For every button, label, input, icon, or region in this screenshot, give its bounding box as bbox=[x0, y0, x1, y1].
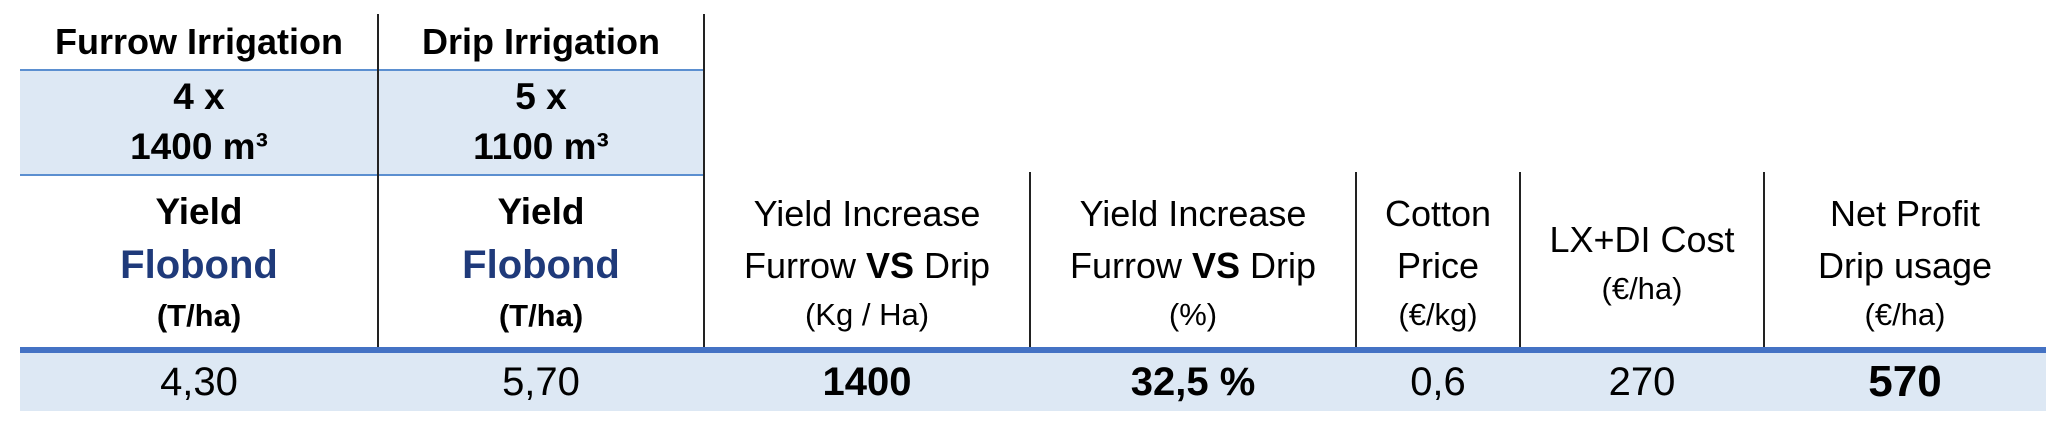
drip-schedule: 5 x 1100 m³ bbox=[378, 70, 704, 174]
data-row bbox=[20, 353, 2046, 411]
drip-product-name: Flobond bbox=[462, 243, 620, 287]
column-divider bbox=[1355, 172, 1357, 350]
yield-increase-pct-header: Yield Increase Furrow VS Drip (%) bbox=[1030, 178, 1356, 348]
cotton-price-line1: Cotton bbox=[1384, 193, 1492, 234]
cotton-price-unit: (€/kg) bbox=[1398, 297, 1478, 332]
furrow-irrigation-title: Furrow Irrigation bbox=[55, 21, 343, 62]
yield-increase-kg-line1: Yield Increase bbox=[753, 193, 981, 234]
schedule-top-rule bbox=[20, 69, 704, 71]
drip-yield-label: Yield bbox=[497, 191, 585, 232]
yield-increase-pct-line1: Yield Increase bbox=[1079, 193, 1307, 234]
net-profit-unit: (€/ha) bbox=[1864, 297, 1946, 332]
yield-increase-kg-line2: Furrow VS Drip bbox=[743, 245, 991, 286]
column-divider bbox=[1029, 172, 1031, 350]
column-divider bbox=[1519, 172, 1521, 350]
net-profit-value: 570 bbox=[1868, 357, 1942, 406]
yield-increase-pct-value: 32,5 % bbox=[1130, 359, 1256, 404]
yield-increase-kg-header: Yield Increase Furrow VS Drip (Kg / Ha) bbox=[704, 178, 1030, 348]
lx-di-cost-line1: LX+DI Cost bbox=[1549, 219, 1735, 260]
header-data-separator bbox=[20, 347, 2046, 353]
drip-schedule-count: 5 x bbox=[515, 76, 567, 117]
schedule-bottom-rule bbox=[20, 174, 704, 176]
drip-schedule-volume: 1100 m³ bbox=[473, 126, 609, 167]
yield-increase-pct-unit: (%) bbox=[1168, 297, 1218, 332]
drip-irrigation-title: Drip Irrigation bbox=[421, 21, 660, 62]
furrow-yield-value: 4,30 bbox=[160, 359, 238, 404]
furrow-yield-label: Yield bbox=[155, 191, 243, 232]
yield-increase-kg-unit: (Kg / Ha) bbox=[804, 297, 930, 332]
drip-yield-unit: (T/ha) bbox=[498, 298, 584, 333]
furrow-yield-unit: (T/ha) bbox=[156, 298, 242, 333]
furrow-product-name: Flobond bbox=[120, 243, 278, 287]
lx-di-cost-header: LX+DI Cost (€/ha) bbox=[1520, 178, 1764, 348]
drip-yield-value: 5,70 bbox=[502, 359, 580, 404]
net-profit-header: Net Profit Drip usage (€/ha) bbox=[1764, 178, 2046, 348]
furrow-schedule-volume: 1400 m³ bbox=[130, 126, 268, 167]
cotton-price-value: 0,6 bbox=[1410, 359, 1466, 404]
net-profit-line2: Drip usage bbox=[1817, 245, 1993, 286]
furrow-schedule: 4 x 1400 m³ bbox=[20, 70, 378, 174]
furrow-yield-header: Yield Flobond (T/ha) bbox=[20, 178, 378, 348]
lx-di-cost-unit: (€/ha) bbox=[1601, 271, 1683, 306]
net-profit-line1: Net Profit bbox=[1829, 193, 1981, 234]
cotton-price-header: Cotton Price (€/kg) bbox=[1356, 178, 1520, 348]
column-divider bbox=[703, 14, 705, 350]
yield-increase-kg-value: 1400 bbox=[822, 359, 912, 404]
furrow-schedule-count: 4 x bbox=[173, 76, 225, 117]
column-divider bbox=[377, 14, 379, 350]
cotton-price-line2: Price bbox=[1396, 245, 1480, 286]
drip-yield-header: Yield Flobond (T/ha) bbox=[378, 178, 704, 348]
column-divider bbox=[1763, 172, 1765, 350]
lx-di-cost-value: 270 bbox=[1608, 359, 1676, 404]
yield-increase-pct-line2: Furrow VS Drip bbox=[1069, 245, 1317, 286]
